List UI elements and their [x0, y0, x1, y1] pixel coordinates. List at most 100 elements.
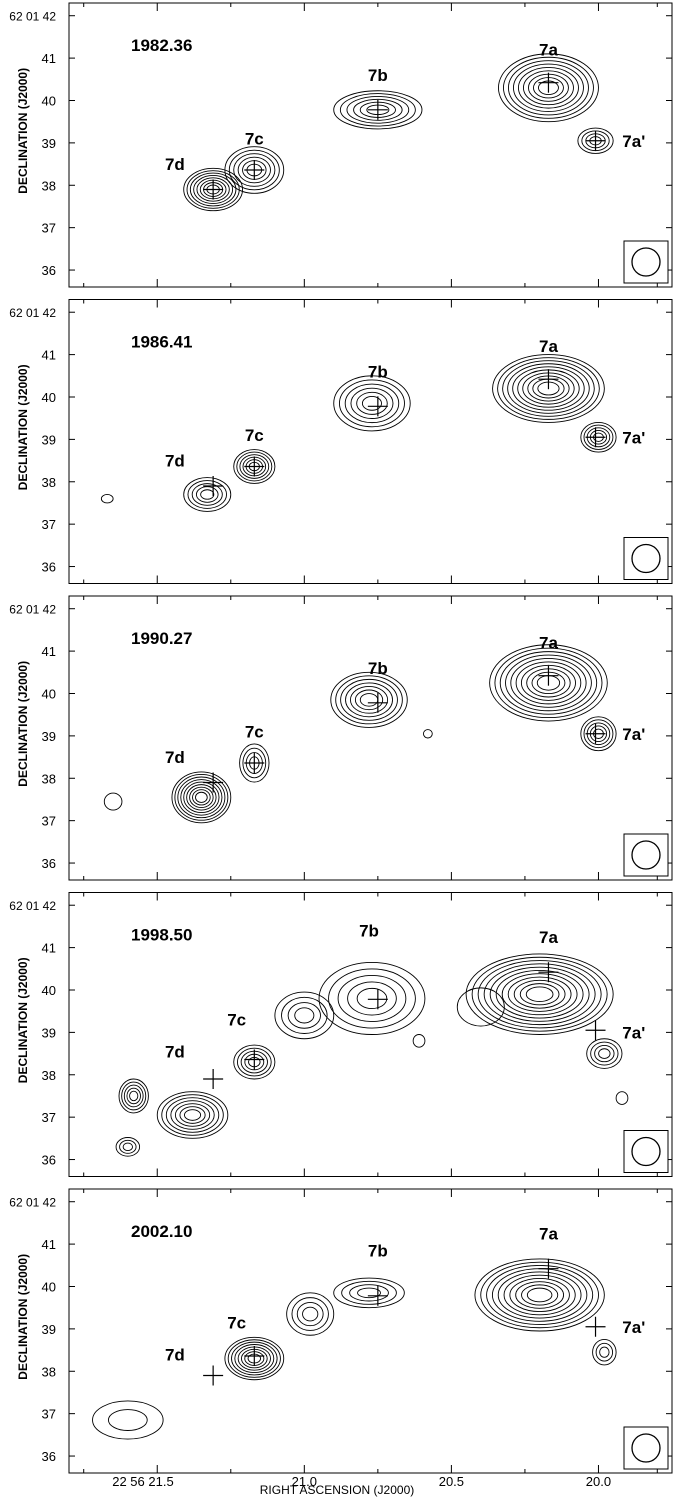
- contour: [501, 973, 578, 1016]
- contour: [177, 776, 226, 819]
- component-label-7d: 7d: [165, 452, 185, 471]
- y-tick-label: 39: [42, 1322, 56, 1337]
- contour: [286, 1292, 335, 1336]
- contour: [191, 483, 223, 506]
- contour: [498, 53, 599, 123]
- beam-box: [623, 1130, 669, 1173]
- contour: [335, 675, 403, 725]
- contour: [505, 654, 592, 712]
- contour: [507, 363, 590, 414]
- contour: [287, 1002, 321, 1029]
- contour: [129, 1090, 139, 1102]
- component-label-7c: 7c: [245, 426, 264, 445]
- contour: [586, 1038, 623, 1069]
- contour: [412, 1034, 426, 1048]
- contour: [234, 1344, 275, 1374]
- contour: [509, 1277, 570, 1312]
- component-label-7d: 7d: [165, 1345, 185, 1364]
- y-tick-label: 41: [42, 941, 56, 956]
- contour: [291, 1297, 329, 1331]
- y-tick-label: 38: [42, 1364, 56, 1379]
- contour: [174, 1103, 211, 1127]
- y-tick-label: 38: [42, 771, 56, 786]
- contour: [103, 792, 123, 811]
- y-tick-label: 39: [42, 1025, 56, 1040]
- y-tick-label: 40: [42, 686, 56, 701]
- contour-group: [92, 1258, 617, 1440]
- y-tick-label: 41: [42, 644, 56, 659]
- contour: [599, 1346, 610, 1358]
- contour: [354, 689, 384, 711]
- beam-box: [623, 1426, 669, 1470]
- panel-1998.50: 41 40 39 38 37 36 62 01 42 DECLINATION (J2000) 1…: [9, 892, 673, 1177]
- y-tick-label-top: 62 01 42: [9, 603, 56, 617]
- contour: [200, 489, 215, 500]
- contour: [503, 1274, 576, 1316]
- contour: [353, 98, 403, 121]
- component-label-7a: 7a: [539, 634, 558, 653]
- contour: [183, 477, 232, 512]
- contour: [156, 1091, 229, 1139]
- contour: [237, 156, 271, 184]
- y-tick-label: 39: [42, 432, 56, 447]
- contour: [100, 494, 114, 504]
- epoch-label: 1986.41: [131, 333, 192, 352]
- contour: [350, 686, 389, 714]
- contour: [510, 658, 587, 708]
- y-tick-label: 38: [42, 1068, 56, 1083]
- y-tick-label: 36: [42, 856, 56, 871]
- contour: [184, 1109, 202, 1121]
- contour: [180, 779, 223, 816]
- contour: [592, 1339, 617, 1366]
- x-tick-label: 22 56 21.5: [112, 1474, 173, 1489]
- y-tick-label: 36: [42, 1153, 56, 1168]
- contour: [122, 1142, 133, 1152]
- contour: [123, 1084, 144, 1108]
- contour: [187, 480, 227, 509]
- contour: [583, 424, 614, 450]
- y-tick-label: 40: [42, 93, 56, 108]
- contour: [233, 449, 276, 484]
- contour: [92, 1400, 164, 1440]
- contour: [337, 974, 407, 1022]
- contour: [179, 1106, 206, 1124]
- x-tick-label: 20.0: [586, 1474, 611, 1489]
- x-tick-label: 20.5: [439, 1474, 464, 1489]
- contour: [474, 1258, 605, 1332]
- y-tick-label: 37: [42, 1407, 56, 1422]
- contour: [195, 486, 219, 503]
- contour: [523, 70, 574, 106]
- contour: [518, 66, 579, 109]
- contour: [580, 421, 617, 453]
- contour: [161, 1094, 224, 1136]
- contour: [333, 90, 423, 130]
- contour: [356, 987, 388, 1010]
- component-label-7a: 7a: [539, 41, 558, 60]
- contour: [174, 774, 229, 821]
- contour: [195, 791, 208, 803]
- beam-ellipse: [631, 543, 661, 574]
- contour: [330, 671, 408, 728]
- component-label-7c: 7c: [245, 723, 264, 742]
- contour: [492, 354, 605, 423]
- contour: [274, 991, 335, 1040]
- contour: [502, 360, 595, 417]
- contour: [281, 996, 328, 1034]
- contour: [520, 664, 576, 701]
- y-tick-label: 40: [42, 390, 56, 405]
- contour: [489, 966, 590, 1022]
- contour: [231, 1341, 278, 1376]
- contour: [577, 127, 614, 154]
- y-axis-title: DECLINATION (J2000): [16, 68, 30, 194]
- y-axis-title: DECLINATION (J2000): [16, 661, 30, 787]
- contour: [477, 960, 602, 1029]
- contour: [486, 1264, 594, 1325]
- contour: [239, 743, 270, 783]
- component-label-7a: 7a: [539, 337, 558, 356]
- contour: [521, 1284, 559, 1306]
- contour-group: [103, 644, 617, 824]
- contour: [594, 1044, 615, 1063]
- epoch-label: 1990.27: [131, 629, 192, 648]
- component-label-7a': 7a': [622, 428, 645, 447]
- component-label-7b: 7b: [359, 922, 379, 941]
